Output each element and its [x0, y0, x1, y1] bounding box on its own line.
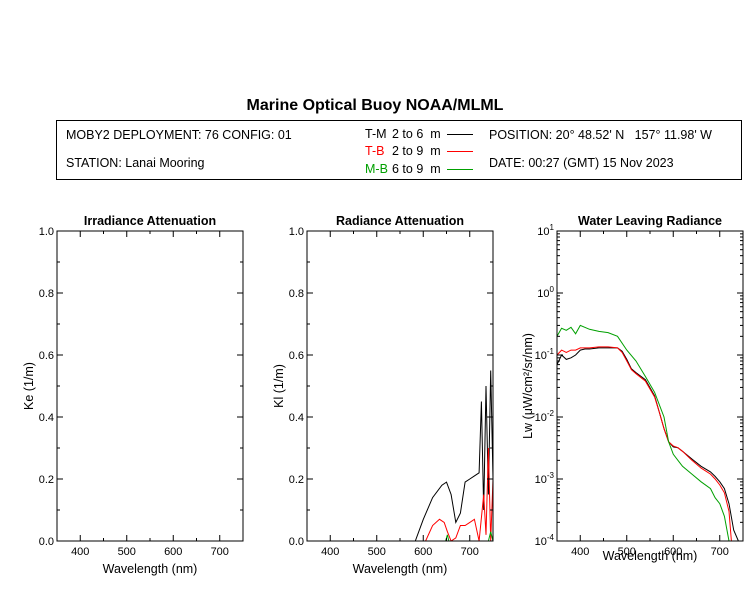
x-axis-label: Wavelength (nm) [103, 562, 198, 576]
y-tick-label: 0.6 [39, 350, 54, 362]
x-tick-label: 400 [71, 546, 89, 558]
station-text: STATION: Lanai Mooring [66, 156, 205, 170]
legend-line-tm [447, 134, 473, 135]
date-text: DATE: 00:27 (GMT) 15 Nov 2023 [489, 156, 674, 170]
y-tick-label: 10-1 [535, 347, 555, 362]
x-tick-label: 700 [211, 546, 229, 558]
legend-text-tm: 2 to 6 m [392, 127, 441, 141]
y-axis-label: Ke (1/m) [22, 362, 36, 410]
legend-text-mb: 6 to 9 m [392, 162, 441, 176]
plot-frame [556, 230, 744, 542]
y-axis-label: Lw (μW/cm²/sr/nm) [521, 333, 535, 439]
x-tick-label: 500 [368, 546, 386, 558]
x-tick-label: 400 [571, 546, 589, 558]
chart-panel-3: 400 500 600 700 101 100 10-1 10-2 10-3 10-4 Water … [521, 214, 744, 563]
y-tick-label: 1.0 [289, 226, 304, 238]
series-line-2 [425, 447, 493, 541]
y-tick-label: 100 [537, 285, 554, 300]
x-tick-label: 700 [461, 546, 479, 558]
x-axis-label: Wavelength (nm) [353, 562, 448, 576]
info-box: MOBY2 DEPLOYMENT: 76 CONFIG: 01 STATION:… [56, 120, 742, 180]
position-text: POSITION: 20° 48.52' N 157° 11.98' W [489, 128, 712, 142]
page-title: Marine Optical Buoy NOAA/MLML [246, 97, 504, 114]
series-line-2 [557, 346, 732, 541]
deployment-text: MOBY2 DEPLOYMENT: 76 CONFIG: 01 [66, 128, 292, 142]
y-axis-label: Kl (1/m) [272, 364, 286, 408]
y-tick-label: 10-4 [535, 533, 555, 548]
chart-title: Water Leaving Radiance [578, 214, 722, 228]
x-tick-label: 500 [118, 546, 136, 558]
y-tick-label: 101 [537, 223, 554, 238]
legend-text-tb: 2 to 9 m [392, 144, 441, 158]
chart-panel-2: 400 500 600 700 0.0 0.2 0.4 0.6 0.8 1.0 Radiance A… [272, 214, 494, 576]
x-tick-label: 700 [711, 546, 729, 558]
series-line-3 [557, 324, 730, 541]
chart-title: Irradiance Attenuation [84, 214, 216, 228]
y-tick-label: 0.6 [289, 350, 304, 362]
x-tick-label: 500 [618, 546, 636, 558]
y-tick-label: 0.2 [289, 474, 304, 486]
legend-code-tb: T-B [365, 144, 385, 158]
series-line-3 [445, 531, 493, 541]
y-tick-label: 0.8 [39, 288, 54, 300]
legend-line-tb [447, 151, 473, 152]
x-tick-label: 600 [164, 546, 182, 558]
y-tick-label: 1.0 [39, 226, 54, 238]
y-tick-label: 10-3 [535, 471, 555, 486]
x-tick-label: 400 [321, 546, 339, 558]
series-line-1 [557, 347, 739, 541]
y-tick-label: 0.0 [39, 536, 54, 548]
y-tick-label: 0.4 [39, 412, 54, 424]
chart-panel-1: 400 500 600 700 0.0 0.2 0.4 0.6 0.8 1.0 Irradiance… [22, 214, 244, 576]
y-tick-label: 0.2 [39, 474, 54, 486]
y-tick-label: 0.0 [289, 536, 304, 548]
x-tick-label: 600 [664, 546, 682, 558]
y-tick-label: 0.8 [289, 288, 304, 300]
legend-code-tm: T-M [365, 127, 387, 141]
chart-title: Radiance Attenuation [336, 214, 464, 228]
legend-line-mb [447, 169, 473, 170]
y-tick-label: 0.4 [289, 412, 304, 424]
series-line-1 [414, 370, 493, 541]
legend-code-mb: M-B [365, 162, 388, 176]
plot-frame [306, 230, 494, 542]
x-axis-label: Wavelength (nm) [603, 549, 698, 563]
plot-frame [56, 230, 244, 542]
x-tick-label: 600 [414, 546, 432, 558]
y-tick-label: 10-2 [535, 409, 555, 424]
